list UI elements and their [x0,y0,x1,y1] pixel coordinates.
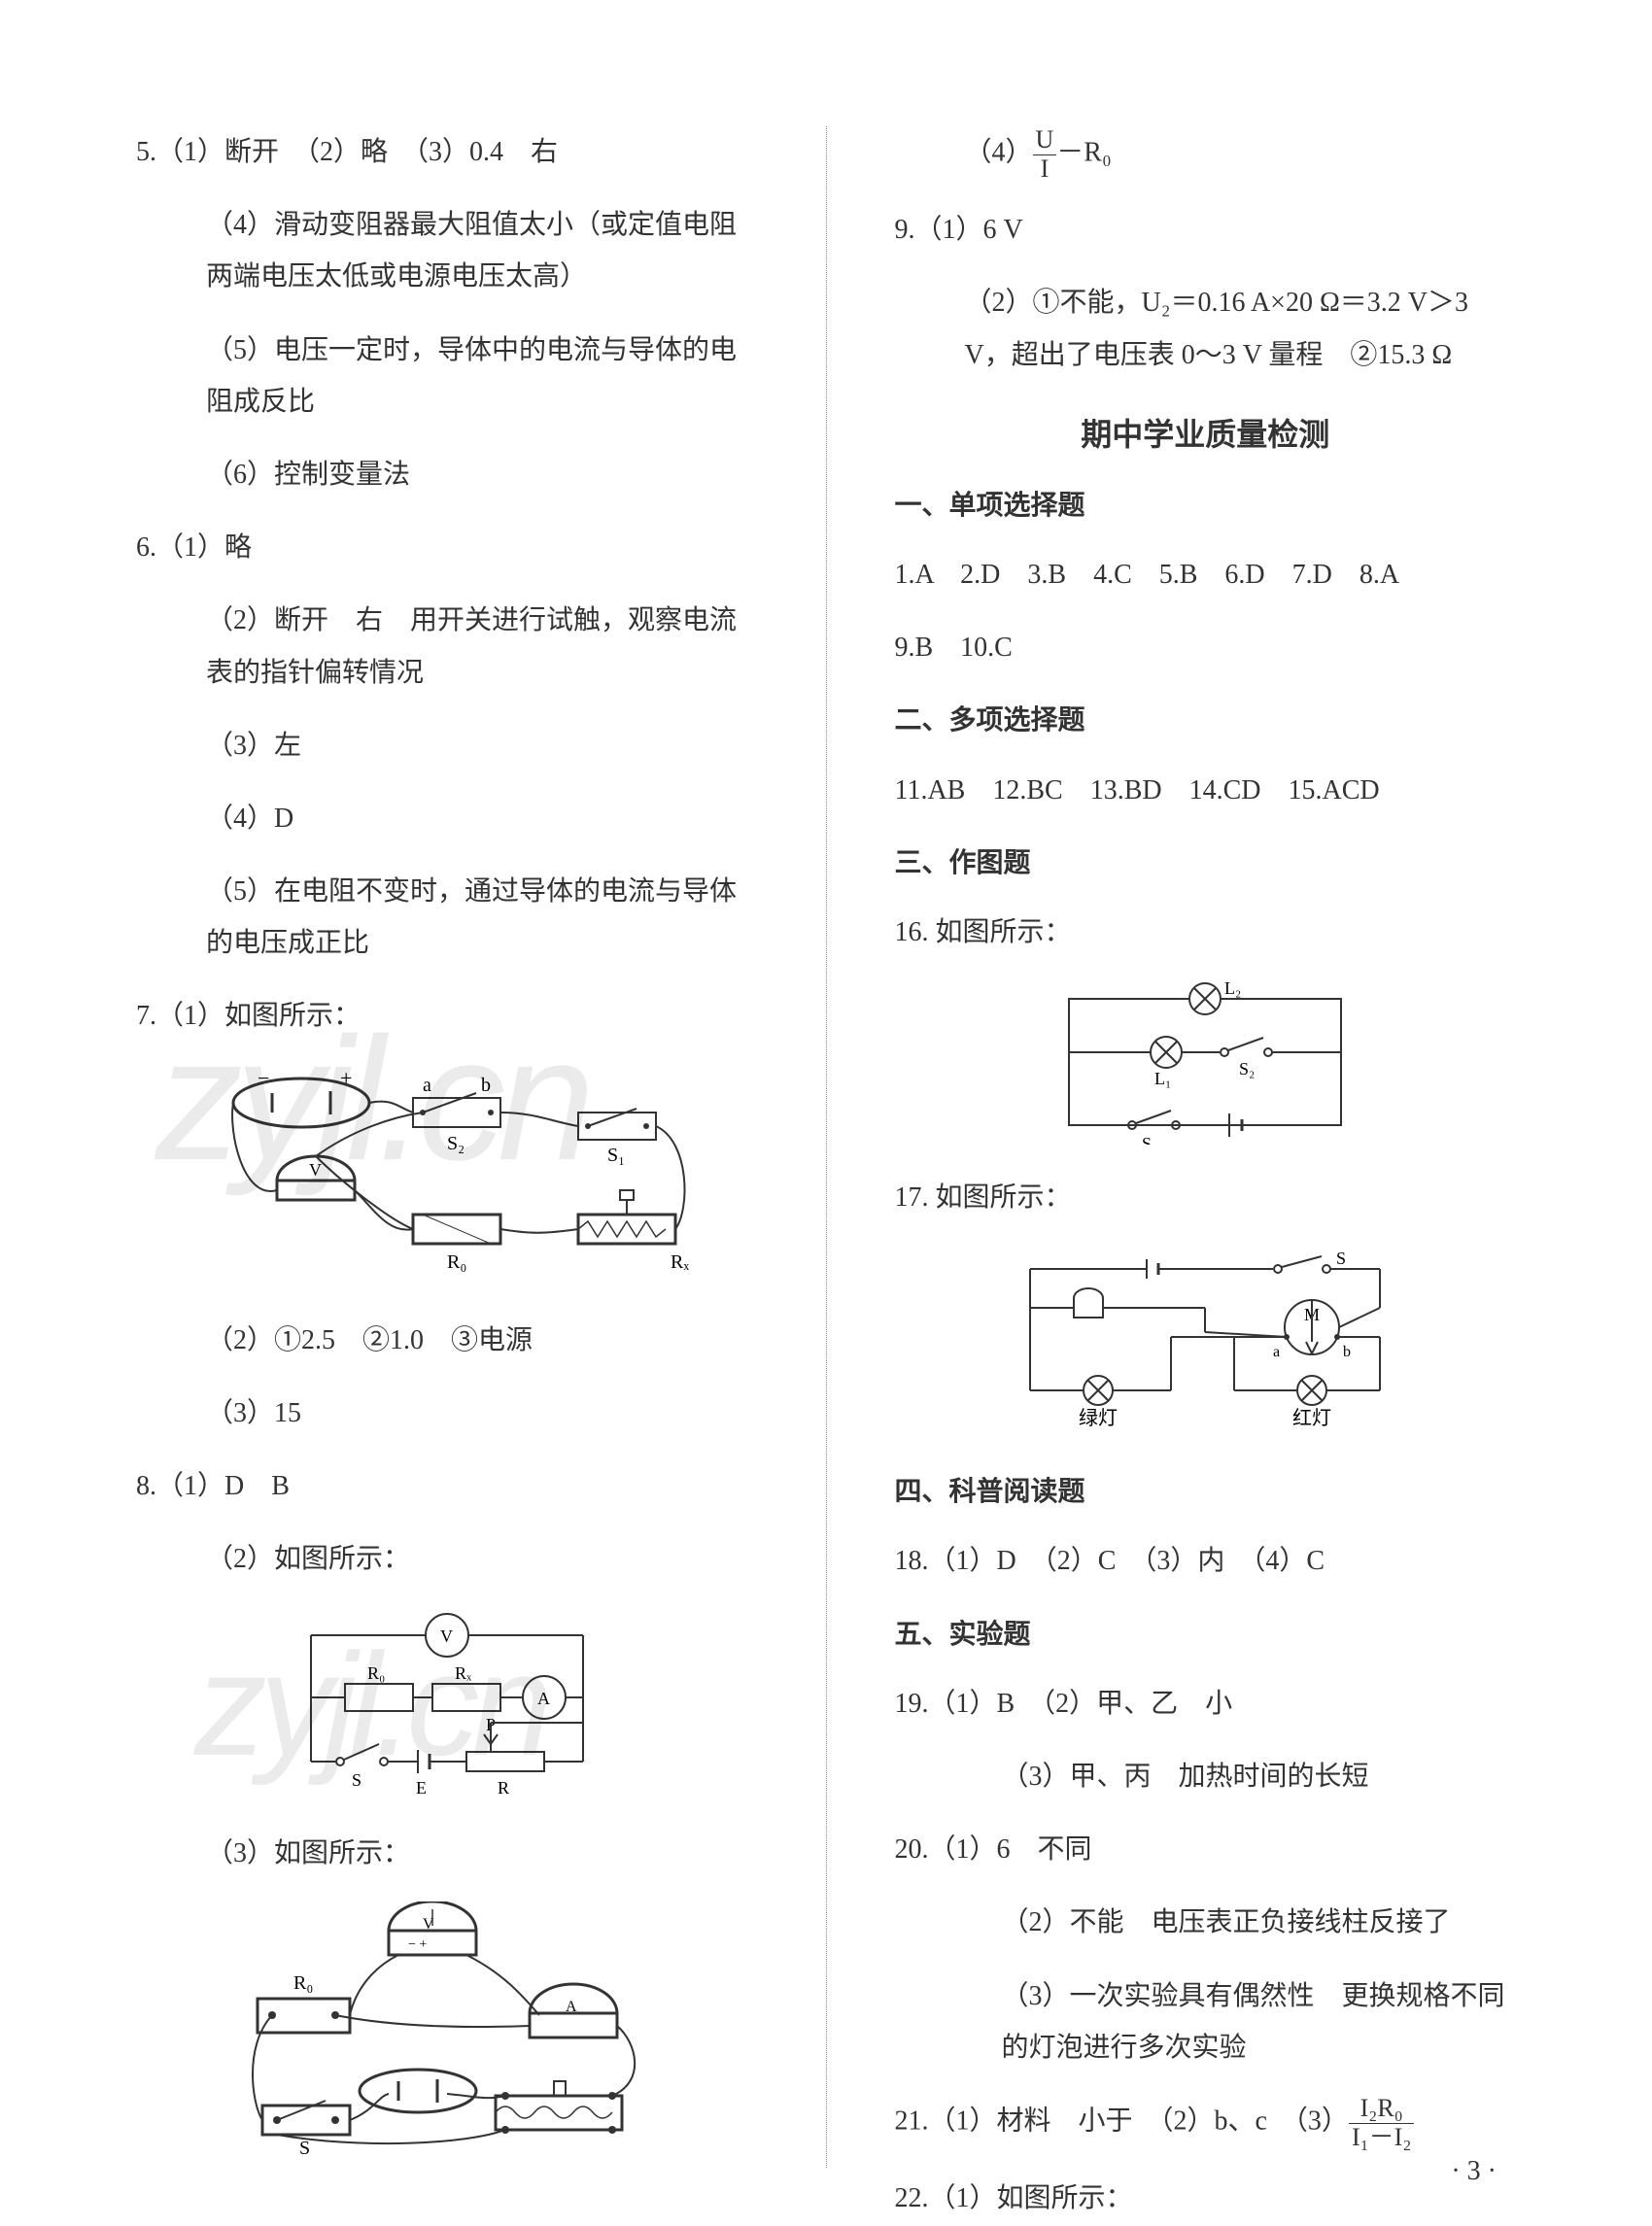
svg-text:S₂: S₂ [447,1133,465,1154]
q20-3: （3）一次实验具有偶然性 更换规格不同的灯泡进行多次实验 [895,1970,1517,2073]
svg-text:Rₓ: Rₓ [671,1251,689,1273]
svg-text:L₂: L₂ [1224,979,1241,998]
q9-2: （2）①不能，U₂＝0.16 A×20 Ω＝3.2 V＞3 V，超出了电压表 0… [895,277,1517,380]
s2-heading: 二、多项选择题 [895,695,1517,746]
figure-8-3: V − + R₀ A [136,1901,758,2174]
svg-text:a: a [423,1075,431,1096]
svg-text:绿灯: 绿灯 [1079,1407,1118,1429]
q20-1: 20.（1）6 不同 [895,1824,1517,1875]
svg-text:S₂: S₂ [1239,1059,1255,1079]
q5-main: 5.（1）断开 （2）略 （3）0.4 右 [136,126,758,178]
q9-1: 9.（1）6 V [895,204,1517,256]
q8-3: （3）如图所示： [136,1828,758,1879]
s1-heading: 一、单项选择题 [895,480,1517,531]
page-number: · 3 · [1451,2156,1497,2187]
q16: 16. 如图所示： [895,907,1517,958]
frac-icon: I₂R₀I₁－I₂ [1349,2095,1414,2151]
q17: 17. 如图所示： [895,1172,1517,1223]
exam-title: 期中学业质量检测 [895,410,1517,455]
s1-l2: 9.B 10.C [895,622,1517,673]
frac-icon: UI [1033,126,1057,183]
svg-text:S₁: S₁ [1142,1134,1157,1145]
figure-16: L₂ L₁ S₂ S₁ [895,979,1517,1145]
left-column: 5.（1）断开 （2）略 （3）0.4 右 （4）滑动变阻器最大阻值太小（或定值… [136,126,777,2168]
q6-1: 6.（1）略 [136,522,758,573]
q5-5: （5）电压一定时，导体中的电流与导体的电阻成反比 [136,325,758,428]
q21: 21.（1）材料 小于 （2）b、c （3）I₂R₀I₁－I₂ [895,2095,1517,2151]
q8-4-pre: （4） [965,138,1033,168]
s2-l1: 11.AB 12.BC 13.BD 14.CD 15.ACD [895,765,1517,816]
s3-heading: 三、作图题 [895,838,1517,889]
svg-text:E: E [416,1778,427,1798]
s4-heading: 四、科普阅读题 [895,1466,1517,1518]
q6-5: （5）在电阻不变时，通过导体的电流与导体的电压成正比 [136,866,758,969]
svg-text:R₀: R₀ [367,1663,385,1683]
svg-text:b: b [1343,1344,1351,1360]
q8-4: （4）UI－R₀ [895,126,1517,183]
figure-8-2: V R₀ Rₓ A S [136,1606,758,1800]
q6-3: （3）左 [136,720,758,771]
q5-4: （4）滑动变阻器最大阻值太小（或定值电阻两端电压太低或电源电压太高） [136,199,758,302]
svg-text:V: V [440,1627,453,1646]
q22: 22.（1）如图所示： [895,2173,1517,2224]
column-divider [826,126,827,2168]
s1-l1: 1.A 2.D 3.B 4.C 5.B 6.D 7.D 8.A [895,549,1517,600]
svg-text:A: A [566,1999,577,2015]
q8-1: 8.（1）D B [136,1460,758,1512]
svg-text:S₁: S₁ [607,1145,625,1166]
q7-3: （3）15 [136,1387,758,1439]
svg-text:− +: − + [408,1937,427,1952]
svg-text:Rₓ: Rₓ [455,1663,472,1683]
q18: 18.（1）D （2）C （3）内 （4）C [895,1535,1517,1587]
page-content: 5.（1）断开 （2）略 （3）0.4 右 （4）滑动变阻器最大阻值太小（或定值… [136,126,1516,2168]
svg-text:+: + [340,1066,352,1090]
figure-17: S M a b [895,1245,1517,1439]
svg-text:R₀: R₀ [293,1972,313,1994]
svg-text:V: V [309,1160,322,1180]
q6-4: （4）D [136,793,758,844]
q8-2: （2）如图所示： [136,1533,758,1585]
svg-text:b: b [481,1075,491,1096]
svg-text:R₀: R₀ [447,1251,466,1273]
q8-4-suf: －R₀ [1056,138,1111,168]
right-column: （4）UI－R₀ 9.（1）6 V （2）①不能，U₂＝0.16 A×20 Ω＝… [876,126,1517,2168]
s5-heading: 五、实验题 [895,1609,1517,1661]
q19-1: 19.（1）B （2）甲、乙 小 [895,1678,1517,1729]
q7-2: （2）①2.5 ②1.0 ③电源 [136,1315,758,1366]
svg-text:−: − [258,1066,269,1090]
q20-2: （2）不能 电压表正负接线柱反接了 [895,1897,1517,1948]
q7-1: 7.（1）如图所示： [136,990,758,1042]
svg-text:S: S [1336,1249,1346,1268]
svg-text:L₁: L₁ [1154,1069,1171,1088]
q21-pre: 21.（1）材料 小于 （2）b、c （3） [895,2106,1349,2136]
svg-text:a: a [1273,1344,1280,1360]
svg-text:S: S [352,1770,361,1790]
q5-6: （6）控制变量法 [136,449,758,500]
svg-text:红灯: 红灯 [1292,1407,1331,1429]
svg-text:S: S [299,2138,310,2159]
q19-2: （3）甲、丙 加热时间的长短 [895,1751,1517,1802]
q6-2: （2）断开 右 用开关进行试触，观察电流表的指针偏转情况 [136,595,758,698]
figure-7-1: − + a b S₂ S₁ V [136,1064,758,1287]
svg-text:A: A [537,1689,550,1708]
svg-text:R: R [498,1778,509,1798]
